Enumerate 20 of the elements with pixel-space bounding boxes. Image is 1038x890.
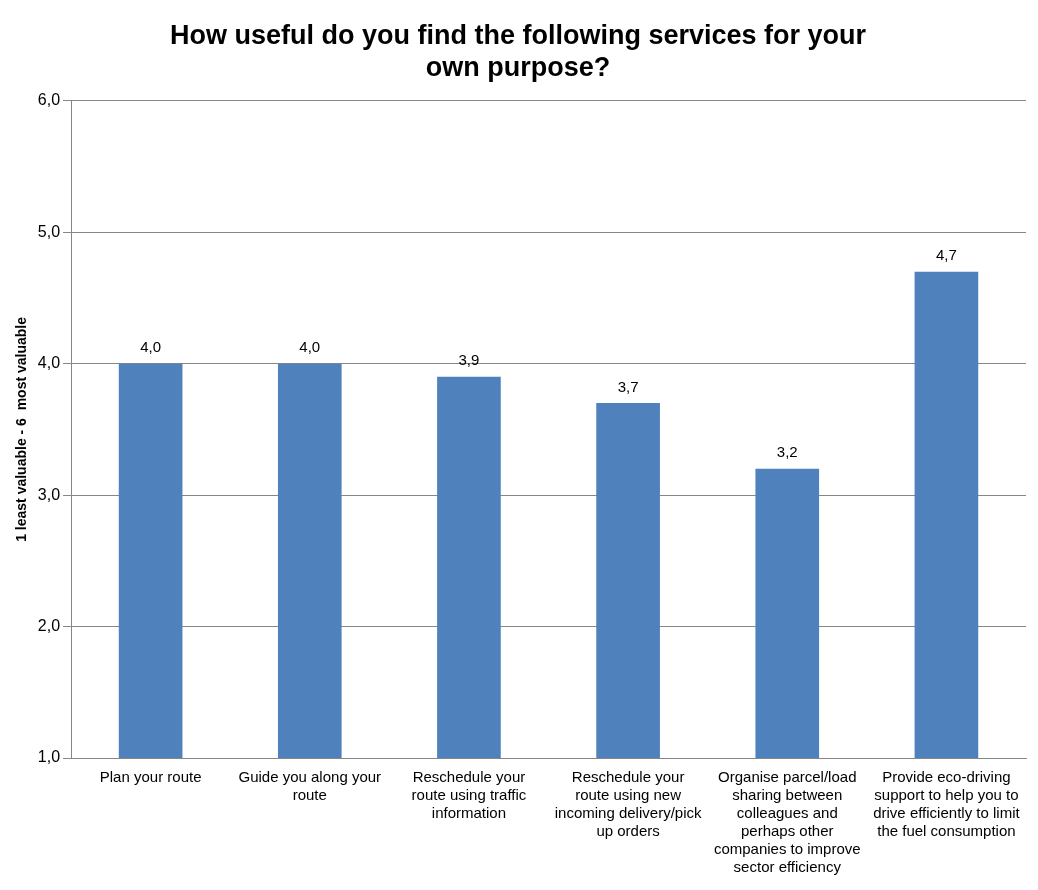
y-tick-label: 4,0	[37, 354, 61, 372]
data-label: 3,2	[776, 443, 798, 461]
y-tick-label: 3,0	[37, 485, 61, 503]
data-label: 3,9	[458, 351, 480, 369]
x-tick-label: Organise parcel/load sharing between colleagues and perhaps other companies to improve sector efficiency	[713, 768, 861, 876]
y-axis-title: 1 least valuable - 6 most valuable	[13, 316, 30, 542]
data-label: 4,0	[299, 338, 321, 356]
y-tick-label: 1,0	[37, 748, 61, 766]
data-label: 3,7	[617, 377, 639, 395]
data-label: 4,7	[935, 246, 957, 264]
x-tick-label: Reschedule your route using traffic information	[411, 768, 527, 822]
x-tick-label: Reschedule your route using new incoming delivery/pick up orders	[554, 768, 702, 840]
chart-title: How useful do you find the following services for your own purpose?	[169, 19, 867, 83]
y-tick-label: 6,0	[37, 91, 61, 109]
x-tick-label: Provide eco-driving support to help you to drive efficiently to limit the fuel consumption	[873, 768, 1021, 840]
x-tick-label: Plan your route	[99, 768, 202, 786]
x-tick-label: Guide you along your route	[238, 768, 382, 804]
y-tick-label: 5,0	[37, 222, 61, 240]
data-label: 4,0	[140, 338, 162, 356]
y-tick-label: 2,0	[37, 616, 61, 634]
